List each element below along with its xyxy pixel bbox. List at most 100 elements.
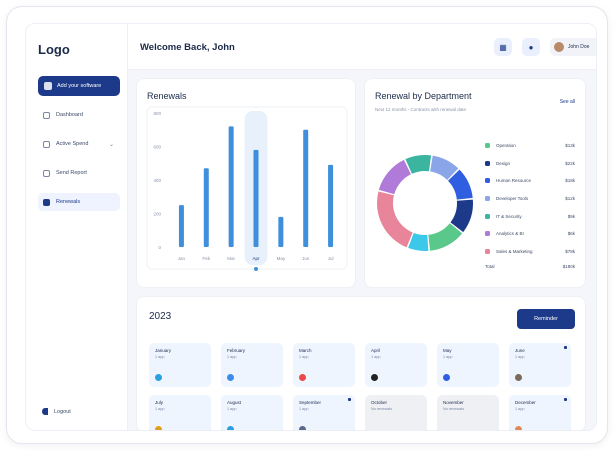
- month-app-count: 1 app: [371, 355, 381, 359]
- donut-slice[interactable]: [430, 155, 459, 180]
- month-card-october[interactable]: October No renewals: [365, 395, 427, 430]
- x-tick-label: Mar: [227, 256, 235, 261]
- month-name: May: [443, 348, 452, 353]
- legend-swatch: [485, 213, 490, 219]
- donut-slice[interactable]: [450, 199, 473, 233]
- renewals-chart: 0 200 400 600 800 Jan Feb Mar Apr May Jun Jul: [146, 106, 348, 271]
- grid-icon: [43, 111, 50, 119]
- app-logo-icon: [443, 374, 450, 381]
- month-card-march[interactable]: March 1 app: [293, 343, 355, 387]
- user-menu[interactable]: John Doe: [550, 38, 596, 56]
- bar-mar[interactable]: [228, 126, 234, 247]
- months-grid: January 1 app February 1 app March 1 app April…: [149, 343, 577, 430]
- month-app-count: 1 app: [155, 355, 165, 359]
- month-name: January: [155, 348, 172, 353]
- month-card-november[interactable]: November No renewals: [437, 395, 499, 430]
- app-logo-icon: [299, 426, 306, 430]
- legend-value: $12k: [565, 196, 575, 202]
- logout-icon: [42, 408, 48, 415]
- year-title: 2023: [149, 311, 172, 322]
- reminder-button[interactable]: Reminder: [517, 309, 575, 329]
- month-name: August: [227, 400, 242, 405]
- add-software-label: Add your software: [57, 83, 102, 89]
- legend-label: Human Resource: [496, 178, 532, 184]
- department-subtitle: Next 12 months - Contracts with renewal …: [375, 107, 467, 112]
- x-tick-label: Jun: [302, 256, 310, 261]
- month-card-august[interactable]: August 1 app: [221, 395, 283, 430]
- legend-swatch: [485, 196, 490, 202]
- donut-slice[interactable]: [405, 155, 432, 174]
- logo: Logo: [38, 42, 70, 57]
- bar-apr[interactable]: [253, 149, 259, 247]
- legend-label: IT & Security: [496, 213, 522, 219]
- legend-value: $18k: [565, 178, 575, 184]
- x-tick-label: Jan: [178, 256, 186, 261]
- month-name: March: [299, 348, 312, 353]
- month-card-february[interactable]: February 1 app: [221, 343, 283, 387]
- sidebar: Logo Add your software Dashboard Active …: [26, 24, 128, 430]
- donut-slice[interactable]: [428, 223, 463, 251]
- month-app-count: 1 app: [227, 355, 237, 359]
- add-software-button[interactable]: Add your software: [38, 76, 120, 96]
- reminder-label: Reminder: [534, 316, 558, 322]
- apps-icon: [44, 82, 52, 90]
- user-name: John Doe: [568, 44, 590, 50]
- year-card: 2023 Reminder January 1 app February 1 app M…: [136, 296, 586, 430]
- donut-slice[interactable]: [408, 232, 429, 251]
- department-title: Renewal by Department: [375, 91, 472, 101]
- month-card-june[interactable]: June 1 app: [509, 343, 571, 387]
- bar-jul[interactable]: [328, 164, 334, 247]
- month-card-april[interactable]: April 1 app: [365, 343, 427, 387]
- app-logo-icon: [155, 426, 162, 430]
- total-label: Total: [485, 264, 495, 270]
- sidebar-item-active-spend[interactable]: Active Spend ⌄: [38, 135, 120, 153]
- legend-label: Developer Tools: [496, 196, 529, 202]
- month-app-count: No renewals: [371, 407, 393, 411]
- calendar-button[interactable]: ▦: [494, 38, 512, 56]
- legend-item: IT & Security $9k: [485, 207, 575, 225]
- donut-slice[interactable]: [447, 169, 473, 200]
- month-card-may[interactable]: May 1 app: [437, 343, 499, 387]
- bell-icon: ●: [528, 42, 534, 52]
- bar-jan[interactable]: [178, 205, 184, 247]
- month-card-july[interactable]: July 1 app: [149, 395, 211, 430]
- month-card-january[interactable]: January 1 app: [149, 343, 211, 387]
- app-logo-icon: [227, 374, 234, 381]
- total-value: $180k: [562, 264, 575, 270]
- sidebar-item-renewals[interactable]: Renewals: [38, 193, 120, 211]
- bar-may[interactable]: [278, 216, 284, 247]
- flag-icon: [564, 346, 567, 349]
- y-tick-label: 800: [153, 111, 161, 116]
- month-card-september[interactable]: September 1 app: [293, 395, 355, 430]
- see-all-link[interactable]: See all: [559, 99, 575, 105]
- sidebar-item-label: Renewals: [56, 199, 81, 205]
- x-tick-label: Jul: [328, 256, 334, 261]
- legend-value: $78k: [565, 248, 575, 254]
- month-app-count: 1 app: [515, 355, 525, 359]
- month-app-count: 1 app: [155, 407, 165, 411]
- legend-label: Analytics & BI: [496, 231, 524, 237]
- donut-slice[interactable]: [378, 159, 411, 195]
- notification-button[interactable]: ●: [522, 38, 540, 56]
- month-name: April: [371, 348, 381, 353]
- month-card-december[interactable]: December 1 app: [509, 395, 571, 430]
- legend-item: Developer Tools $12k: [485, 190, 575, 208]
- sidebar-item-dashboard[interactable]: Dashboard: [38, 106, 120, 124]
- logout-label: Logout: [54, 408, 71, 415]
- legend-swatch: [485, 248, 490, 254]
- month-name: July: [155, 400, 164, 405]
- sidebar-item-send-report[interactable]: Send Report: [38, 164, 120, 182]
- donut-slice[interactable]: [377, 191, 413, 248]
- logout-button[interactable]: Logout: [42, 408, 71, 415]
- legend-swatch: [485, 231, 490, 237]
- bar-jun[interactable]: [303, 129, 309, 247]
- report-icon: [43, 169, 50, 177]
- wallet-icon: [43, 140, 50, 148]
- bar-feb[interactable]: [203, 168, 209, 247]
- window-frame: Logo Add your software Dashboard Active …: [6, 6, 608, 444]
- legend-label: Operation: [496, 143, 516, 149]
- header: Welcome Back, John ▦ ● John Doe: [128, 24, 596, 70]
- legend-value: $9k: [567, 213, 575, 219]
- app-logo-icon: [515, 374, 522, 381]
- month-name: October: [371, 400, 388, 405]
